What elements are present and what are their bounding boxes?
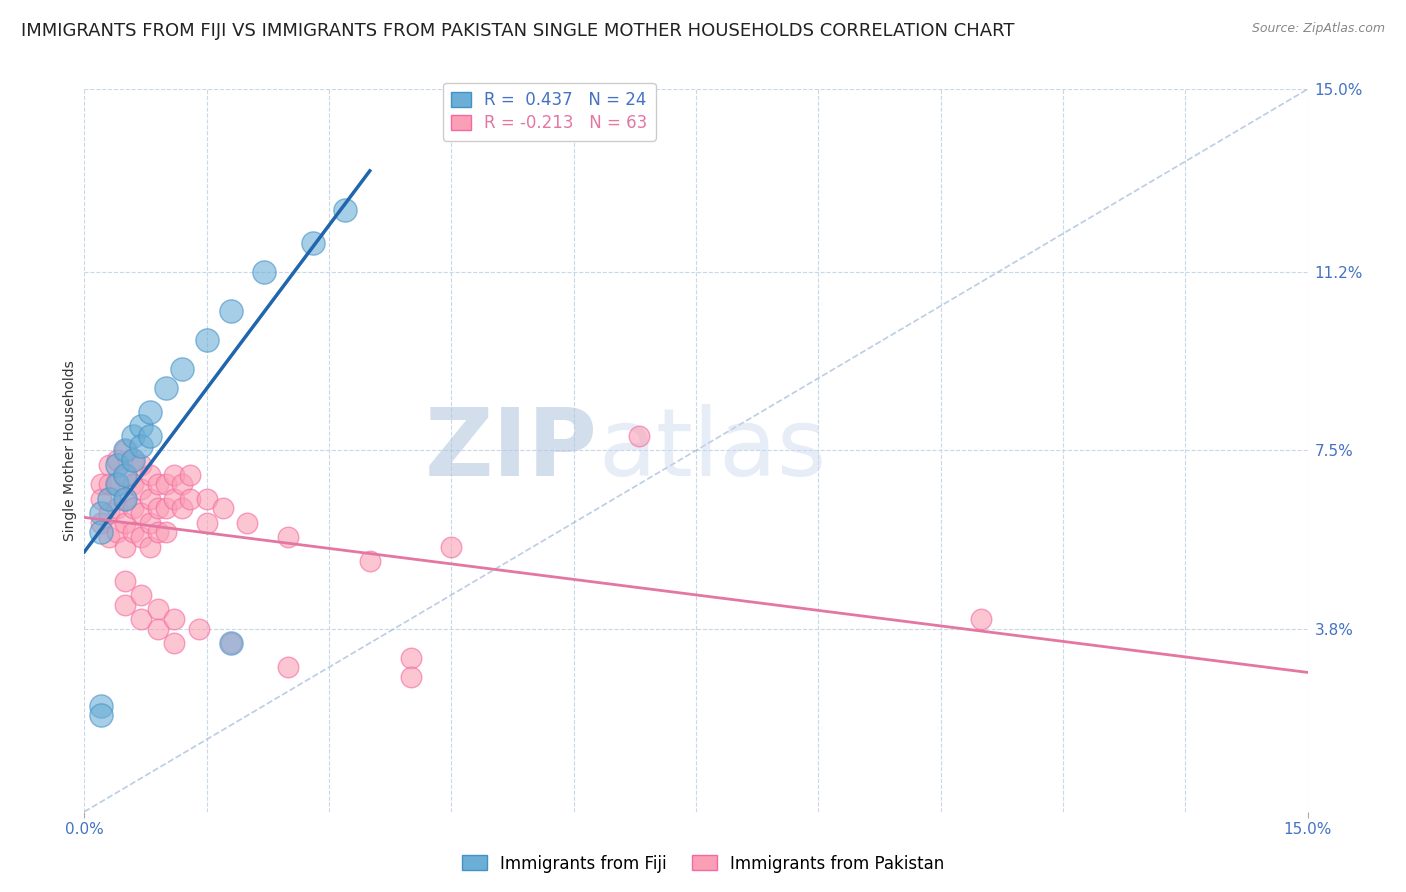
Point: [122, 453, 145, 467]
Point: [440, 540, 463, 554]
Point: [97, 530, 120, 544]
Point: [131, 612, 153, 626]
Point: [187, 622, 209, 636]
Point: [155, 477, 177, 491]
Point: [114, 491, 136, 506]
Point: [236, 516, 259, 530]
Point: [114, 467, 136, 482]
Point: [172, 501, 194, 516]
Point: [146, 622, 169, 636]
Point: [114, 443, 136, 458]
Point: [131, 419, 153, 434]
Text: ZIP: ZIP: [425, 404, 598, 497]
Point: [105, 477, 128, 491]
Point: [399, 670, 422, 684]
Point: [138, 405, 160, 419]
Point: [114, 540, 136, 554]
Point: [114, 516, 136, 530]
Point: [301, 236, 323, 251]
Point: [172, 361, 194, 376]
Point: [90, 491, 112, 506]
Point: [195, 491, 218, 506]
Point: [97, 458, 120, 472]
Text: Source: ZipAtlas.com: Source: ZipAtlas.com: [1251, 22, 1385, 36]
Point: [138, 467, 160, 482]
Point: [155, 501, 177, 516]
Point: [131, 530, 153, 544]
Point: [90, 708, 112, 723]
Point: [105, 525, 128, 540]
Point: [105, 458, 128, 472]
Text: atlas: atlas: [598, 404, 827, 497]
Point: [219, 636, 242, 650]
Point: [131, 458, 153, 472]
Point: [114, 574, 136, 588]
Point: [97, 477, 120, 491]
Point: [146, 525, 169, 540]
Point: [335, 202, 357, 217]
Point: [627, 429, 650, 443]
Point: [163, 467, 186, 482]
Point: [105, 453, 128, 467]
Point: [172, 477, 194, 491]
Point: [131, 482, 153, 496]
Point: [970, 612, 993, 626]
Point: [146, 477, 169, 491]
Point: [122, 453, 145, 467]
Point: [138, 540, 160, 554]
Point: [90, 516, 112, 530]
Point: [97, 491, 120, 506]
Point: [131, 588, 153, 602]
Point: [114, 443, 136, 458]
Y-axis label: Single Mother Households: Single Mother Households: [63, 360, 77, 541]
Point: [146, 602, 169, 616]
Point: [253, 265, 276, 279]
Point: [212, 501, 235, 516]
Point: [195, 333, 218, 347]
Point: [155, 381, 177, 395]
Point: [155, 525, 177, 540]
Legend: R =  0.437   N = 24, R = -0.213   N = 63: R = 0.437 N = 24, R = -0.213 N = 63: [443, 83, 655, 141]
Point: [163, 612, 186, 626]
Point: [163, 636, 186, 650]
Point: [219, 636, 242, 650]
Point: [138, 429, 160, 443]
Point: [399, 650, 422, 665]
Point: [90, 698, 112, 713]
Point: [114, 467, 136, 482]
Point: [90, 477, 112, 491]
Point: [163, 491, 186, 506]
Point: [114, 491, 136, 506]
Point: [90, 506, 112, 520]
Point: [97, 506, 120, 520]
Point: [90, 525, 112, 540]
Point: [277, 660, 299, 674]
Point: [122, 525, 145, 540]
Point: [359, 554, 381, 568]
Point: [146, 501, 169, 516]
Point: [179, 491, 201, 506]
Point: [114, 598, 136, 612]
Legend: Immigrants from Fiji, Immigrants from Pakistan: Immigrants from Fiji, Immigrants from Pa…: [456, 848, 950, 880]
Point: [131, 506, 153, 520]
Point: [138, 516, 160, 530]
Point: [219, 303, 242, 318]
Point: [122, 501, 145, 516]
Point: [277, 530, 299, 544]
Point: [122, 429, 145, 443]
Point: [105, 477, 128, 491]
Point: [105, 501, 128, 516]
Point: [138, 491, 160, 506]
Point: [179, 467, 201, 482]
Point: [122, 477, 145, 491]
Point: [195, 516, 218, 530]
Point: [131, 439, 153, 453]
Text: IMMIGRANTS FROM FIJI VS IMMIGRANTS FROM PAKISTAN SINGLE MOTHER HOUSEHOLDS CORREL: IMMIGRANTS FROM FIJI VS IMMIGRANTS FROM …: [21, 22, 1015, 40]
